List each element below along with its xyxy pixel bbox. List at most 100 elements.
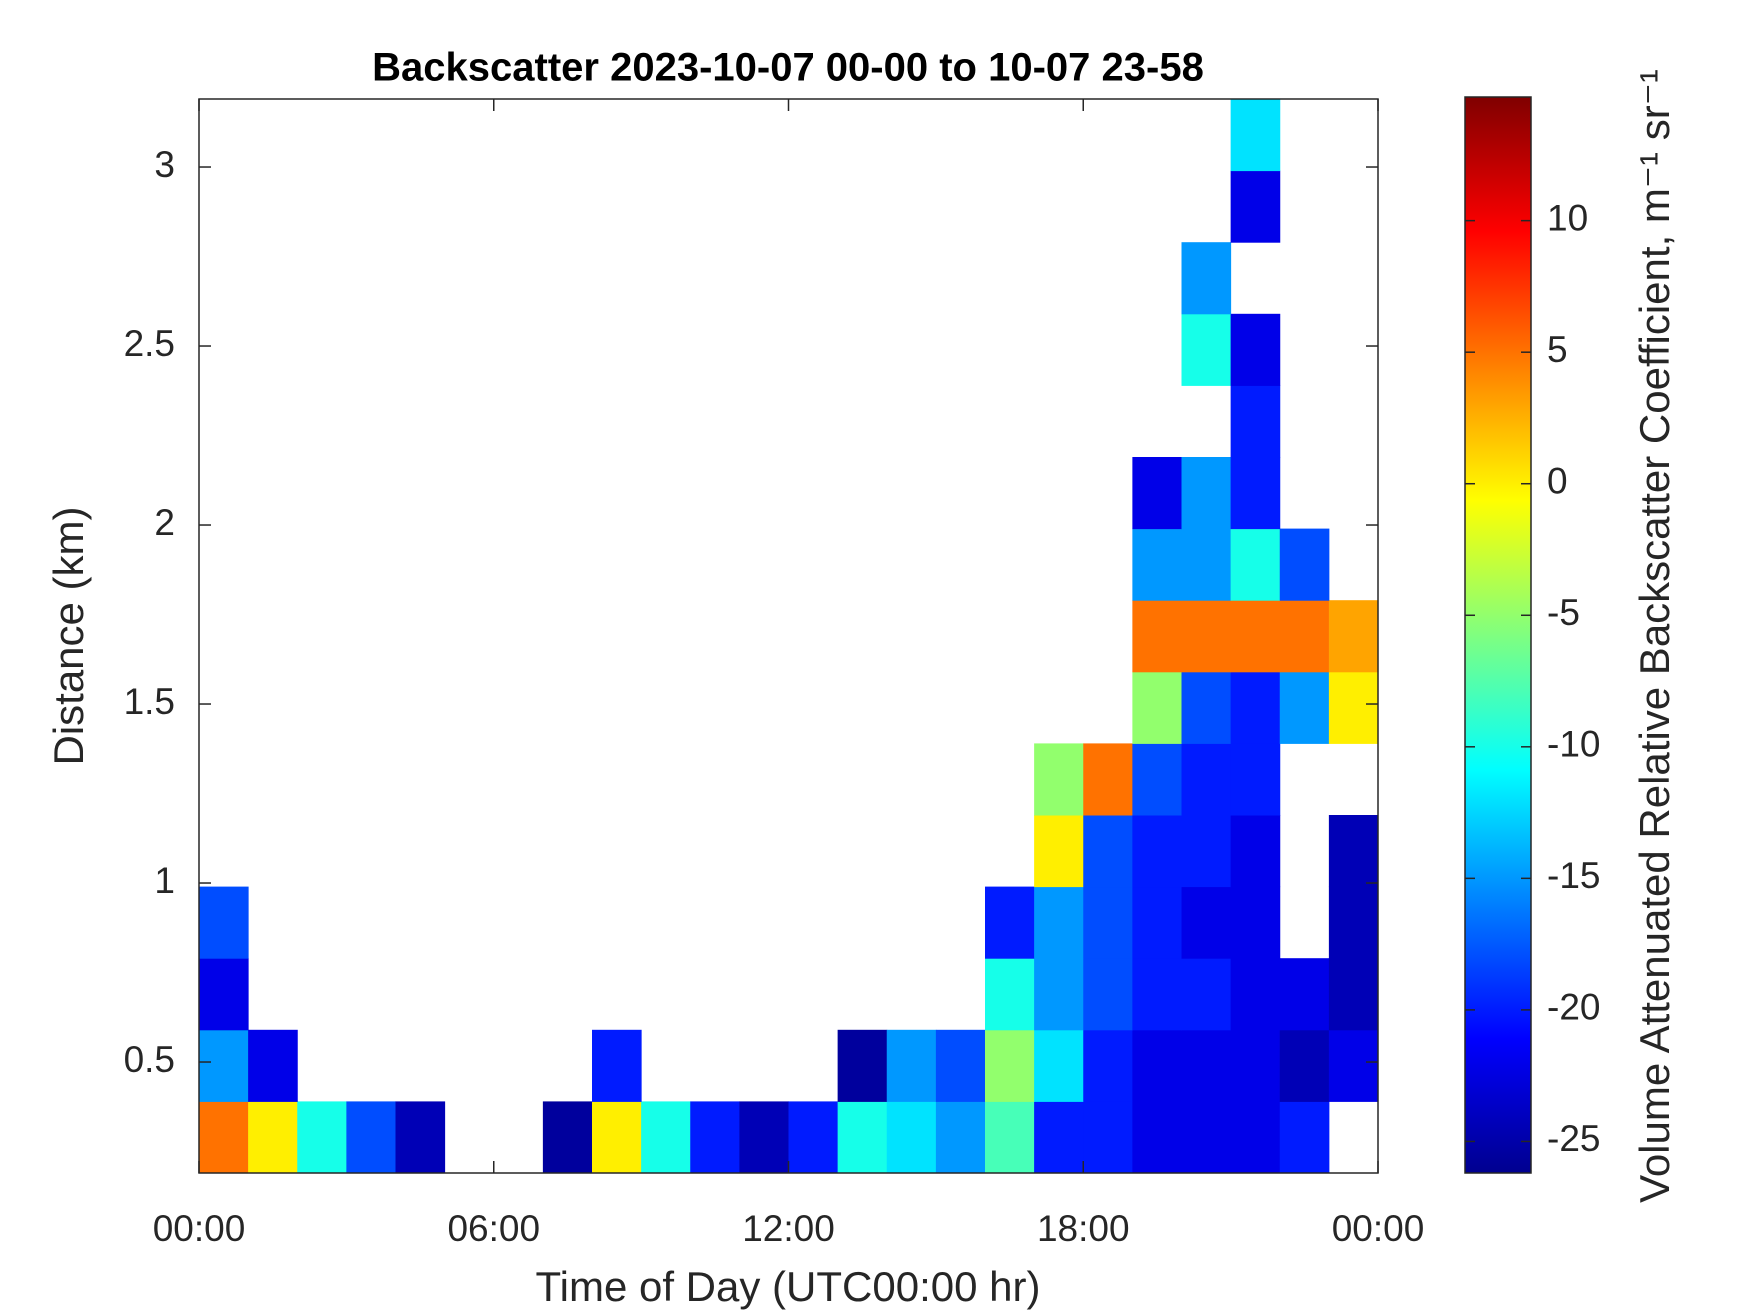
heatmap-cell: [1328, 600, 1379, 673]
heatmap-cell: [1132, 743, 1182, 816]
heatmap-cell: [1181, 242, 1232, 315]
heatmap-cell: [1083, 886, 1133, 959]
heatmap-cell: [1181, 815, 1232, 888]
heatmap-cell: [1034, 886, 1084, 959]
heatmap-cell: [1230, 815, 1281, 888]
heatmap-cell: [1132, 886, 1182, 959]
x-tick-label: 00:00: [153, 1208, 246, 1249]
y-tick-label: 2.5: [124, 323, 175, 364]
heatmap-cell: [1279, 1101, 1330, 1174]
heatmap-cell: [1279, 671, 1330, 744]
heatmap-cell: [985, 958, 1035, 1031]
heatmap-cell: [1230, 528, 1281, 601]
heatmap-cell: [395, 1101, 446, 1174]
heatmap-cell: [837, 1101, 888, 1174]
heatmap-cell: [1181, 457, 1232, 530]
colorbar-tick-label: -25: [1547, 1118, 1600, 1159]
heatmap-cell: [1230, 671, 1281, 744]
heatmap-cell: [1328, 671, 1379, 744]
heatmap-cell: [788, 1101, 839, 1174]
heatmap-cell: [837, 1029, 888, 1102]
heatmap-cell: [1034, 1101, 1084, 1174]
x-axis-label: Time of Day (UTC00:00 hr): [536, 1263, 1041, 1310]
x-tick-label: 00:00: [1332, 1208, 1425, 1249]
heatmap-cell: [1328, 815, 1379, 888]
colorbar-tick-label: -15: [1547, 855, 1600, 896]
y-tick-label: 3: [154, 144, 175, 185]
heatmap-cell: [1132, 457, 1182, 530]
colorbar: [1464, 96, 1532, 1174]
heatmap-cell: [1230, 313, 1281, 386]
y-tick-label: 0.5: [124, 1039, 175, 1080]
y-tick-label: 2: [154, 502, 175, 543]
y-axis-label: Distance (km): [45, 506, 92, 765]
heatmap-cell: [1083, 1101, 1133, 1174]
heatmap-cell: [1279, 528, 1330, 601]
heatmap-cell: [1230, 1101, 1281, 1174]
heatmap-cell: [1132, 958, 1182, 1031]
heatmap-cell: [1181, 671, 1232, 744]
heatmap-cell: [1132, 528, 1182, 601]
heatmap-cell: [641, 1101, 691, 1174]
heatmap-cell: [1181, 313, 1232, 386]
x-tick-label: 12:00: [742, 1208, 835, 1249]
heatmap-cell: [1230, 743, 1281, 816]
colorbar-tick-label: 10: [1547, 197, 1588, 238]
heatmap: [199, 99, 1379, 1174]
colorbar-tick-label: 0: [1547, 461, 1568, 502]
heatmap-cell: [886, 1101, 937, 1174]
heatmap-cell: [985, 1101, 1035, 1174]
heatmap-cell: [1230, 958, 1281, 1031]
heatmap-cell: [1181, 1029, 1232, 1102]
heatmap-cell: [1279, 600, 1330, 673]
heatmap-cell: [1083, 1029, 1133, 1102]
heatmap-cell: [1279, 958, 1330, 1031]
heatmap-cell: [1132, 1101, 1182, 1174]
heatmap-cell: [1181, 1101, 1232, 1174]
heatmap-cell: [1083, 815, 1133, 888]
heatmap-cell: [1132, 815, 1182, 888]
heatmap-cell: [1132, 671, 1182, 744]
heatmap-cell: [297, 1101, 347, 1174]
heatmap-cell: [1132, 1029, 1182, 1102]
y-tick-label: 1.5: [124, 681, 175, 722]
heatmap-cell: [592, 1101, 642, 1174]
y-tick-label: 1: [154, 860, 175, 901]
heatmap-cell: [1083, 743, 1133, 816]
heatmap-cell: [542, 1101, 593, 1174]
chart-title: Backscatter 2023-10-07 00-00 to 10-07 23…: [372, 46, 1204, 90]
heatmap-cell: [1230, 886, 1281, 959]
heatmap-cell: [346, 1101, 396, 1174]
heatmap-cell: [1132, 600, 1182, 673]
heatmap-cell: [199, 886, 249, 959]
heatmap-cell: [1034, 1029, 1084, 1102]
heatmap-cell: [592, 1029, 642, 1102]
heatmap-cell: [199, 1101, 249, 1174]
colorbar-tick-label: -20: [1547, 987, 1600, 1028]
heatmap-cell: [1279, 1029, 1330, 1102]
heatmap-cell: [199, 958, 249, 1031]
heatmap-cell: [248, 1101, 298, 1174]
heatmap-cell: [199, 1029, 249, 1102]
heatmap-cell: [1230, 170, 1281, 243]
heatmap-cell: [1328, 886, 1379, 959]
heatmap-cell: [886, 1029, 937, 1102]
heatmap-cell: [1034, 958, 1084, 1031]
heatmap-cell: [1083, 958, 1133, 1031]
heatmap-cell: [739, 1101, 789, 1174]
heatmap-cell: [1328, 958, 1379, 1031]
colorbar-tick-label: -5: [1547, 592, 1580, 633]
colorbar-label: Volume Attenuated Relative Backscatter C…: [1631, 69, 1678, 1203]
heatmap-cell: [1230, 457, 1281, 530]
heatmap-cell: [1181, 958, 1232, 1031]
heatmap-cell: [985, 1029, 1035, 1102]
heatmap-cell: [1230, 385, 1281, 458]
heatmap-cell: [1181, 528, 1232, 601]
heatmap-cell: [935, 1101, 986, 1174]
heatmap-cell: [1034, 815, 1084, 888]
heatmap-cell: [1230, 99, 1281, 172]
heatmap-cell: [1181, 600, 1232, 673]
heatmap-cell: [985, 886, 1035, 959]
colorbar-tick-label: 5: [1547, 329, 1568, 370]
